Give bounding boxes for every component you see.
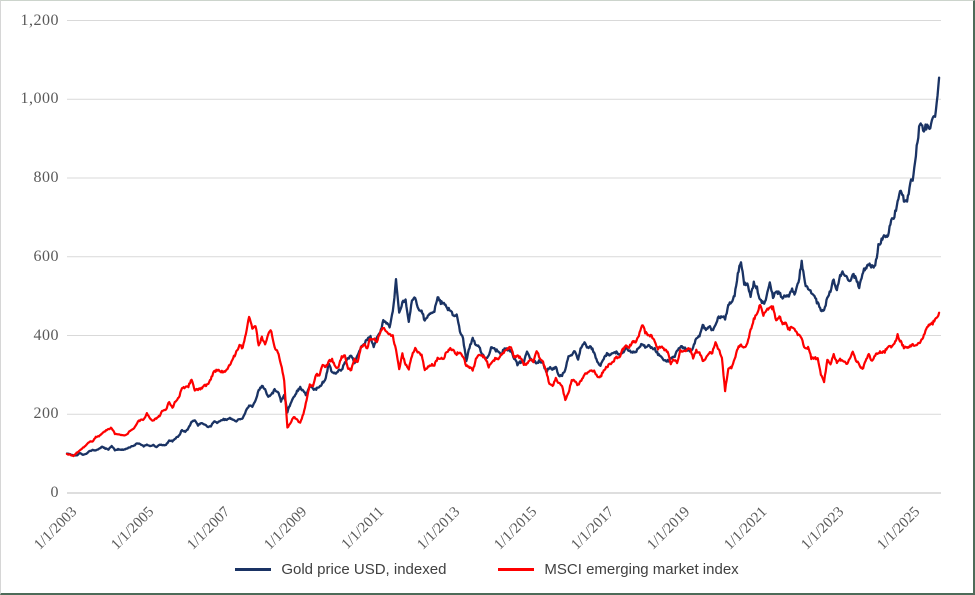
msci-series-line	[65, 303, 941, 458]
y-tick-label: 1,000	[20, 90, 59, 108]
legend-label-gold: Gold price USD, indexed	[281, 561, 447, 578]
chart-legend: Gold price USD, indexed MSCI emerging ma…	[1, 561, 973, 578]
gridlines	[67, 20, 941, 494]
gold-series-line	[65, 76, 941, 457]
y-tick-label: 600	[33, 247, 59, 265]
y-tick-label: 200	[33, 405, 59, 423]
msci-line-swatch-icon	[498, 568, 535, 571]
legend-item-gold: Gold price USD, indexed	[235, 561, 446, 578]
legend-item-msci: MSCI emerging market index	[498, 561, 739, 578]
legend-label-msci: MSCI emerging market index	[544, 561, 739, 578]
y-tick-label: 1,200	[20, 11, 59, 29]
y-tick-label: 0	[50, 484, 59, 501]
y-tick-label: 800	[33, 169, 59, 186]
gold-line-swatch-icon	[235, 568, 272, 571]
y-tick-label: 400	[33, 326, 59, 344]
